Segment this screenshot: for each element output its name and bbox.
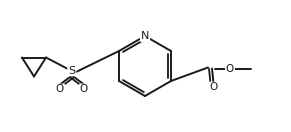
Text: O: O (80, 84, 88, 95)
Text: N: N (141, 31, 149, 41)
Text: O: O (56, 84, 64, 95)
Text: O: O (226, 63, 234, 74)
Text: S: S (68, 65, 76, 76)
Text: O: O (210, 82, 218, 93)
